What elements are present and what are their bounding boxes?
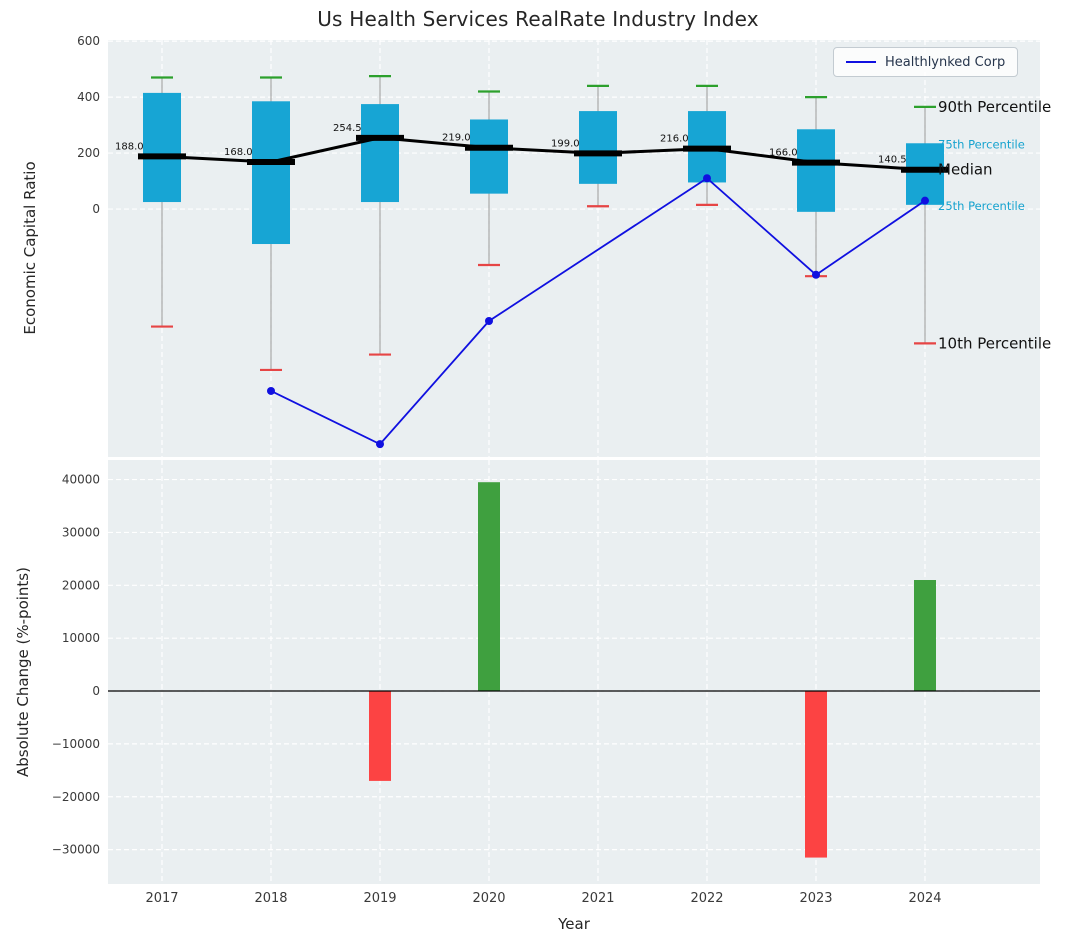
- change-bar: [369, 691, 391, 781]
- median-value-label: 199.0: [551, 138, 580, 149]
- y-tick-label: 30000: [62, 525, 100, 539]
- chart-title: Us Health Services RealRate Industry Ind…: [317, 7, 759, 31]
- change-bar: [805, 691, 827, 858]
- x-tick-label: 2021: [581, 891, 614, 906]
- top-y-axis-label: Economic Capital Ratio: [21, 161, 39, 335]
- change-bar: [914, 580, 936, 692]
- x-tick-label: 2018: [254, 891, 287, 906]
- iqr-box: [143, 92, 181, 203]
- y-tick-label: 40000: [62, 473, 100, 487]
- annotation-p10: 10th Percentile: [938, 334, 1051, 352]
- iqr-box: [252, 101, 290, 245]
- median-value-label: 219.0: [442, 133, 471, 144]
- top-panel-bg: [108, 40, 1040, 457]
- y-tick-label: 0: [92, 684, 100, 698]
- median-value-label: 216.0: [660, 134, 689, 145]
- bottom-y-axis-label: Absolute Change (%-points): [14, 567, 32, 777]
- x-tick-label: 2017: [145, 891, 178, 906]
- y-tick-label: 20000: [62, 578, 100, 592]
- legend-label: Healthlynked Corp: [885, 54, 1006, 70]
- annotation-median: Median: [938, 161, 993, 179]
- annotation-p25: 25th Percentile: [938, 199, 1025, 213]
- y-tick-label: 400: [77, 90, 100, 104]
- company-point: [703, 174, 711, 183]
- legend: Healthlynked Corp: [833, 47, 1019, 77]
- x-tick-label: 2020: [472, 891, 505, 906]
- y-tick-label: 0: [92, 202, 100, 216]
- median-value-label: 140.5: [878, 155, 907, 166]
- median-value-label: 168.0: [224, 147, 253, 158]
- x-tick-label: 2024: [908, 891, 941, 906]
- company-point: [267, 386, 275, 395]
- company-point: [812, 270, 820, 279]
- y-tick-label: −10000: [52, 737, 100, 751]
- y-tick-label: 200: [77, 146, 100, 160]
- annotation-p90: 90th Percentile: [938, 98, 1051, 116]
- median-value-label: 166.0: [769, 148, 798, 159]
- x-axis-label: Year: [558, 915, 590, 933]
- y-tick-label: 600: [77, 34, 100, 48]
- change-bar: [478, 482, 500, 692]
- company-point: [921, 196, 929, 205]
- x-tick-label: 2019: [363, 891, 396, 906]
- iqr-box: [579, 111, 617, 184]
- company-line: [270, 177, 926, 446]
- median-value-label: 254.5: [333, 123, 362, 134]
- legend-line-icon: [846, 61, 876, 63]
- annotation-p75: 75th Percentile: [938, 137, 1025, 151]
- y-tick-label: −20000: [52, 790, 100, 804]
- x-tick-label: 2023: [799, 891, 832, 906]
- y-tick-label: −30000: [52, 843, 100, 857]
- company-point: [485, 316, 493, 325]
- y-tick-label: 10000: [62, 631, 100, 645]
- bottom-panel-bg: [108, 460, 1040, 884]
- iqr-box: [470, 119, 508, 194]
- x-tick-label: 2022: [690, 891, 723, 906]
- iqr-box: [361, 104, 399, 203]
- iqr-box: [906, 143, 944, 205]
- median-value-label: 188.0: [115, 141, 144, 152]
- company-point: [376, 440, 384, 449]
- iqr-box: [797, 129, 835, 212]
